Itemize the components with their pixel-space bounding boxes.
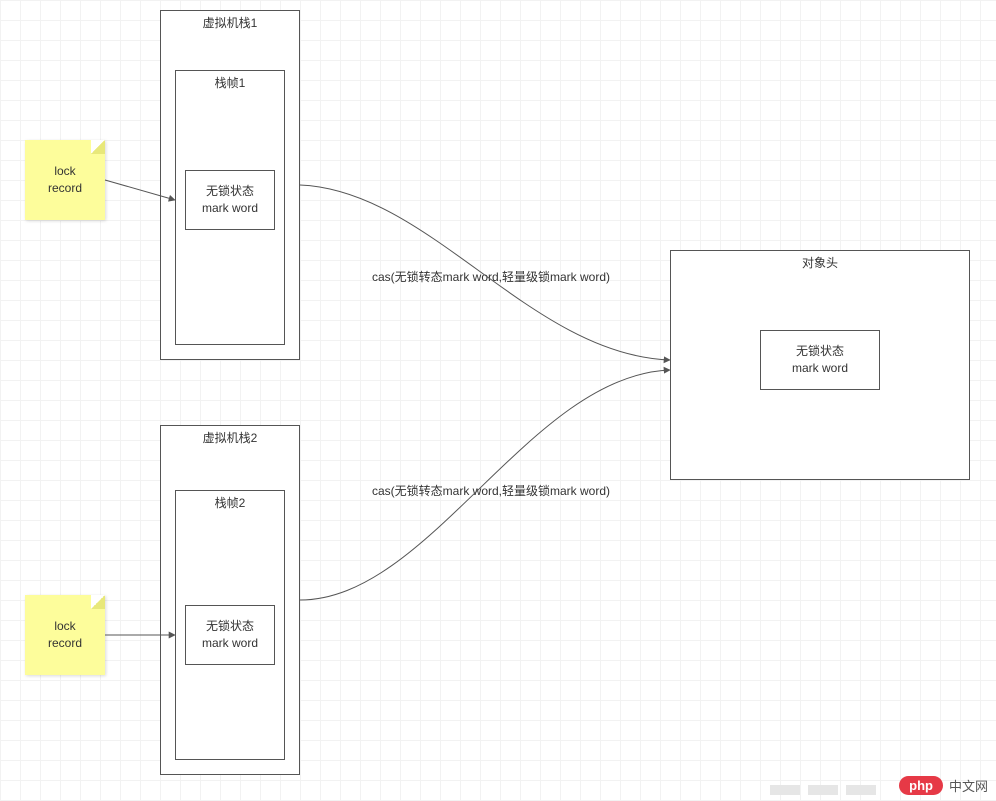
mark-word-2: 无锁状态 mark word: [185, 605, 275, 665]
lock-record-1-line1: lock: [54, 164, 75, 178]
watermark: php 中文网: [899, 776, 988, 795]
vm-stack-2-title: 虚拟机栈2: [161, 430, 299, 447]
object-mark-word-line2: mark word: [792, 361, 848, 375]
mark-word-1-line2: mark word: [202, 201, 258, 215]
lock-record-1-line2: record: [48, 181, 82, 195]
object-mark-word-line1: 无锁状态: [796, 344, 844, 358]
stack-frame-2-title: 栈帧2: [176, 495, 284, 512]
lock-record-2-line1: lock: [54, 619, 75, 633]
watermark-text: 中文网: [949, 776, 988, 795]
mark-word-1-line1: 无锁状态: [206, 184, 254, 198]
watermark-logo: php: [899, 776, 943, 795]
mark-word-2-line1: 无锁状态: [206, 619, 254, 633]
stack-frame-1-title: 栈帧1: [176, 75, 284, 92]
edge-label-cas-2: cas(无锁转态mark word,轻量级锁mark word): [372, 482, 610, 499]
object-header-title: 对象头: [671, 255, 969, 272]
mark-word-2-line2: mark word: [202, 636, 258, 650]
lock-record-note-1: lock record: [25, 140, 105, 220]
lock-record-2-line2: record: [48, 636, 82, 650]
edge-label-cas-1: cas(无锁转态mark word,轻量级锁mark word): [372, 268, 610, 285]
mark-word-1: 无锁状态 mark word: [185, 170, 275, 230]
footer-gray-bars: [770, 785, 876, 795]
object-mark-word: 无锁状态 mark word: [760, 330, 880, 390]
lock-record-note-2: lock record: [25, 595, 105, 675]
vm-stack-1-title: 虚拟机栈1: [161, 15, 299, 32]
